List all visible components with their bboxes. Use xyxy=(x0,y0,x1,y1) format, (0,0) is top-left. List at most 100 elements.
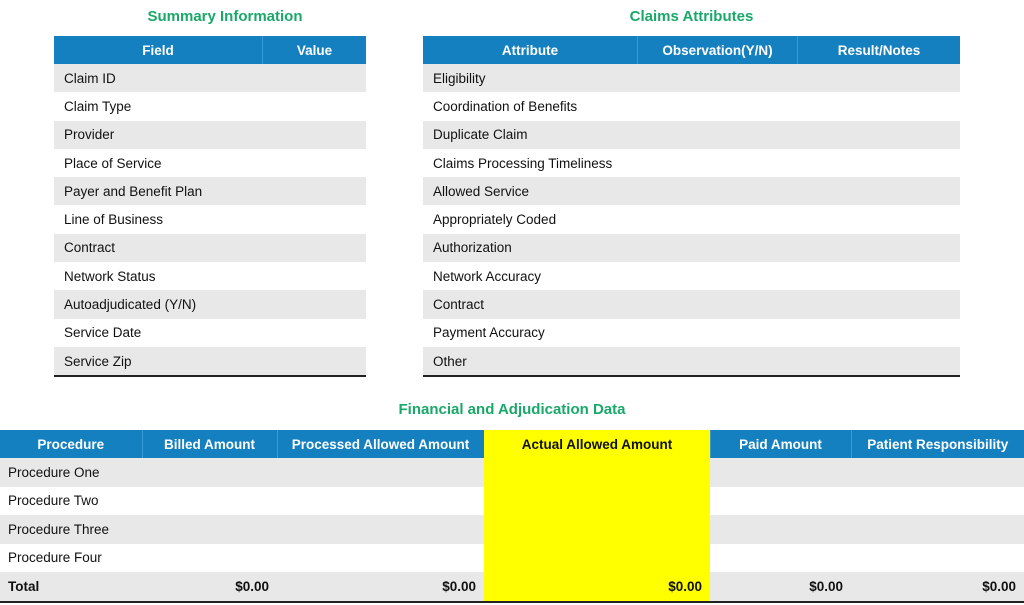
summary-field-label: Claim Type xyxy=(54,92,263,121)
summary-value-cell[interactable] xyxy=(262,262,366,291)
patient-resp-cell[interactable] xyxy=(851,543,1024,572)
table-row: Line of Business xyxy=(54,205,366,234)
table-row: Allowed Service xyxy=(423,177,960,206)
observation-cell[interactable] xyxy=(637,148,798,178)
billed-cell[interactable] xyxy=(142,543,277,572)
table-row: Appropriately Coded xyxy=(423,205,960,234)
table-row: Procedure One xyxy=(0,458,1024,487)
summary-header-field: Field xyxy=(54,36,263,64)
result-notes-cell[interactable] xyxy=(797,262,960,291)
processed-cell[interactable] xyxy=(277,515,484,544)
claims-attribute-label: Other xyxy=(423,346,638,378)
summary-field-label: Contract xyxy=(54,233,263,263)
result-notes-cell[interactable] xyxy=(797,318,960,347)
table-row: Eligibility xyxy=(423,64,960,93)
summary-value-cell[interactable] xyxy=(262,120,366,149)
actual-allowed-cell[interactable] xyxy=(484,515,710,544)
table-row: Network Accuracy xyxy=(423,262,960,291)
observation-cell[interactable] xyxy=(637,233,798,263)
summary-field-label: Autoadjudicated (Y/N) xyxy=(54,290,263,319)
observation-cell[interactable] xyxy=(637,120,798,149)
summary-field-label: Line of Business xyxy=(54,205,263,234)
result-notes-cell[interactable] xyxy=(797,177,960,206)
actual-allowed-cell[interactable] xyxy=(484,486,710,515)
paid-cell[interactable] xyxy=(710,458,851,487)
observation-cell[interactable] xyxy=(637,318,798,347)
summary-value-cell[interactable] xyxy=(262,92,366,121)
table-row: Claim Type xyxy=(54,92,366,121)
result-notes-cell[interactable] xyxy=(797,205,960,234)
summary-field-label: Network Status xyxy=(54,262,263,291)
observation-cell[interactable] xyxy=(637,64,798,93)
summary-value-cell[interactable] xyxy=(262,233,366,263)
observation-cell[interactable] xyxy=(637,205,798,234)
claims-attribute-label: Contract xyxy=(423,290,638,319)
observation-cell[interactable] xyxy=(637,290,798,319)
summary-value-cell[interactable] xyxy=(262,177,366,206)
paid-cell[interactable] xyxy=(710,515,851,544)
billed-cell[interactable] xyxy=(142,486,277,515)
total-billed: $0.00 xyxy=(142,572,277,603)
observation-cell[interactable] xyxy=(637,92,798,121)
observation-cell[interactable] xyxy=(637,346,798,378)
claims-attribute-label: Allowed Service xyxy=(423,177,638,206)
result-notes-cell[interactable] xyxy=(797,148,960,178)
claims-attribute-label: Duplicate Claim xyxy=(423,120,638,149)
fin-header-patient: Patient Responsibility xyxy=(850,430,1024,458)
billed-cell[interactable] xyxy=(142,458,277,487)
result-notes-cell[interactable] xyxy=(797,92,960,121)
table-row: Service Date xyxy=(54,318,366,347)
total-actual-allowed: $0.00 xyxy=(484,572,710,603)
processed-cell[interactable] xyxy=(277,486,484,515)
patient-resp-cell[interactable] xyxy=(851,515,1024,544)
summary-value-cell[interactable] xyxy=(262,290,366,319)
fin-header-paid: Paid Amount xyxy=(709,430,851,458)
total-paid: $0.00 xyxy=(710,572,851,603)
financial-title: Financial and Adjudication Data xyxy=(398,401,626,418)
summary-value-cell[interactable] xyxy=(262,64,366,93)
patient-resp-cell[interactable] xyxy=(851,458,1024,487)
summary-value-cell[interactable] xyxy=(262,346,366,378)
summary-field-label: Service Date xyxy=(54,318,263,347)
summary-value-cell[interactable] xyxy=(262,205,366,234)
summary-header-value: Value xyxy=(262,36,366,64)
observation-cell[interactable] xyxy=(637,262,798,291)
claims-title: Claims Attributes xyxy=(629,8,754,25)
total-label: Total xyxy=(0,572,142,603)
table-row: Procedure Three xyxy=(0,515,1024,544)
summary-value-cell[interactable] xyxy=(262,148,366,178)
claims-attribute-label: Authorization xyxy=(423,233,638,263)
summary-field-label: Payer and Benefit Plan xyxy=(54,177,263,206)
result-notes-cell[interactable] xyxy=(797,290,960,319)
procedure-label: Procedure Two xyxy=(0,486,142,515)
paid-cell[interactable] xyxy=(710,543,851,572)
processed-cell[interactable] xyxy=(277,543,484,572)
table-row: Place of Service xyxy=(54,148,366,178)
table-row: Other xyxy=(423,346,960,378)
summary-value-cell[interactable] xyxy=(262,318,366,347)
billed-cell[interactable] xyxy=(142,515,277,544)
procedure-label: Procedure Three xyxy=(0,515,142,544)
result-notes-cell[interactable] xyxy=(797,64,960,93)
claims-header-attribute: Attribute xyxy=(423,36,638,64)
table-row: Coordination of Benefits xyxy=(423,92,960,121)
table-row: Contract xyxy=(54,233,366,263)
claims-header-observation: Observation(Y/N) xyxy=(637,36,798,64)
actual-allowed-cell[interactable] xyxy=(484,543,710,572)
summary-title: Summary Information xyxy=(147,8,303,25)
processed-cell[interactable] xyxy=(277,458,484,487)
total-processed: $0.00 xyxy=(277,572,484,603)
observation-cell[interactable] xyxy=(637,177,798,206)
result-notes-cell[interactable] xyxy=(797,346,960,378)
paid-cell[interactable] xyxy=(710,486,851,515)
result-notes-cell[interactable] xyxy=(797,120,960,149)
claims-attribute-label: Payment Accuracy xyxy=(423,318,638,347)
actual-allowed-cell[interactable] xyxy=(484,458,710,487)
result-notes-cell[interactable] xyxy=(797,233,960,263)
fin-header-processed: Processed Allowed Amount xyxy=(276,430,484,458)
patient-resp-cell[interactable] xyxy=(851,486,1024,515)
table-row: Network Status xyxy=(54,262,366,291)
table-row: Procedure Two xyxy=(0,486,1024,515)
claims-attribute-label: Claims Processing Timeliness xyxy=(423,148,638,178)
claims-header-result: Result/Notes xyxy=(797,36,960,64)
